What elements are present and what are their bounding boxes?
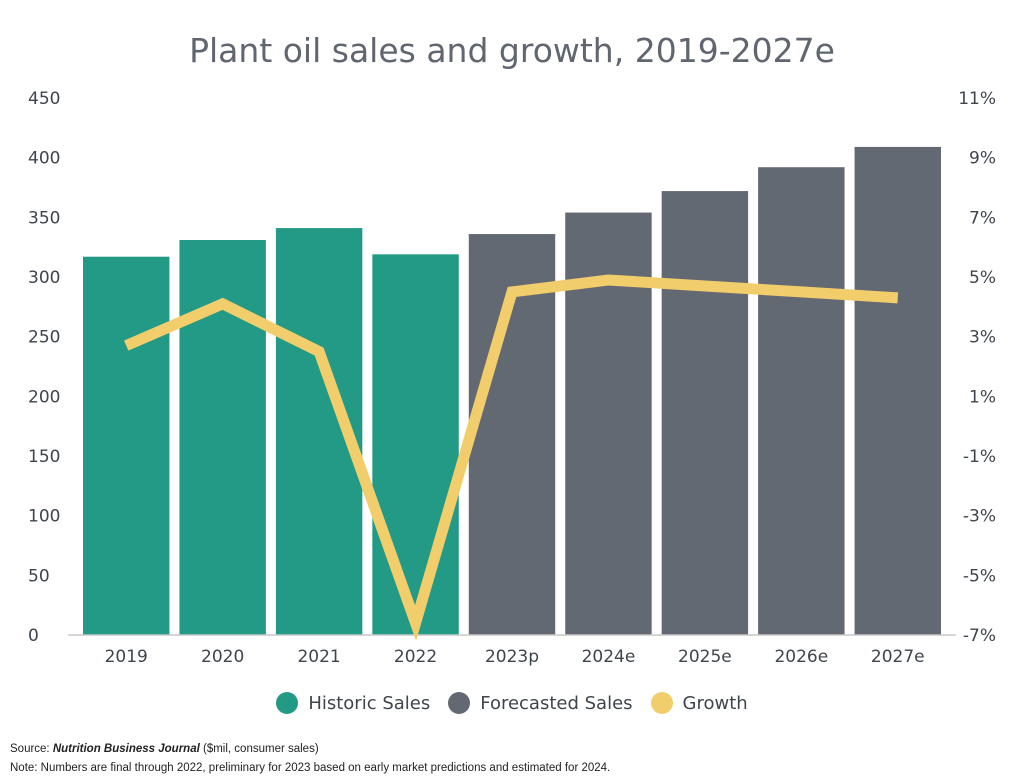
growth-line-group — [124, 274, 899, 641]
bar-forecasted-sales-2025e — [661, 191, 749, 635]
legend-item-growth: Growth — [650, 692, 748, 714]
y2-tick-label: -1% — [963, 447, 996, 467]
bar-forecasted-sales-2027e — [854, 146, 941, 635]
x-tick-label: 2023p — [485, 647, 539, 667]
y-axis-right: -7% -5% -3% -1% 1% 3% 5% 7% 9% 11% — [958, 89, 996, 646]
y-tick-label: 100 — [28, 507, 60, 527]
x-tick-label: 2019 — [105, 647, 148, 667]
y-tick-label: 350 — [28, 208, 60, 228]
y2-tick-label: 5% — [969, 268, 996, 288]
y-tick-label: 450 — [28, 89, 60, 109]
y-tick-label: 400 — [28, 149, 60, 169]
legend-label-forecasted-sales: Forecasted Sales — [480, 692, 633, 714]
legend-swatch-forecasted-sales — [448, 692, 471, 714]
y2-tick-label: 1% — [969, 387, 996, 407]
bar-historic-sales-2019 — [83, 256, 170, 635]
y-tick-label: 0 — [28, 626, 39, 646]
bar-forecasted-sales-2026e — [758, 167, 845, 636]
x-tick-label: 2025e — [678, 647, 732, 667]
chart-footer: Source: Nutrition Business Journal ($mil… — [10, 740, 1014, 778]
x-axis: 2019 2020 2021 2022 2023p 2024e 2025e 2026e 2027… — [105, 647, 925, 667]
x-tick-label: 2024e — [582, 647, 636, 667]
bar-historic-sales-2022 — [372, 254, 459, 635]
y-tick-label: 50 — [28, 566, 50, 586]
y2-tick-label: -7% — [963, 626, 996, 646]
x-tick-label: 2020 — [201, 647, 244, 667]
source-publication: Nutrition Business Journal — [52, 743, 200, 755]
bars-group — [83, 146, 941, 636]
line-growth — [124, 274, 899, 641]
legend-item-forecasted-sales: Forecasted Sales — [448, 692, 633, 714]
chart-title: Plant oil sales and growth, 2019-2027e — [189, 31, 835, 70]
legend-item-historic-sales: Historic Sales — [276, 692, 430, 714]
legend-swatch-growth — [650, 692, 673, 714]
note-line: Note: Numbers are final through 2022, pr… — [10, 762, 611, 774]
y-tick-label: 300 — [28, 268, 60, 288]
y-tick-label: 250 — [28, 328, 60, 348]
legend-swatch-historic-sales — [276, 692, 299, 714]
y2-tick-label: 9% — [969, 149, 996, 169]
legend-label-historic-sales: Historic Sales — [308, 692, 431, 714]
y-tick-label: 200 — [28, 387, 60, 407]
chart: Plant oil sales and growth, 2019-2027e 0… — [28, 31, 996, 667]
legend: Historic Sales Forecasted Sales Growth — [0, 692, 1024, 714]
y2-tick-label: -5% — [963, 566, 996, 586]
source-suffix: ($mil, consumer sales) — [199, 743, 319, 755]
x-tick-label: 2026e — [774, 647, 828, 667]
y2-tick-label: -3% — [963, 507, 996, 527]
x-tick-label: 2022 — [394, 647, 437, 667]
source-line: Source: Nutrition Business Journal ($mil… — [10, 740, 1014, 759]
x-tick-label: 2021 — [297, 647, 340, 667]
x-tick-label: 2027e — [871, 647, 925, 667]
legend-label-growth: Growth — [682, 692, 748, 714]
y2-tick-label: 7% — [969, 208, 996, 228]
y2-tick-label: 3% — [969, 328, 996, 348]
y-tick-label: 150 — [28, 447, 60, 467]
y2-tick-label: 11% — [958, 89, 996, 109]
source-prefix: Source: — [10, 743, 53, 755]
y-axis-left: 0 50 100 150 200 250 300 350 400 450 — [28, 89, 60, 646]
